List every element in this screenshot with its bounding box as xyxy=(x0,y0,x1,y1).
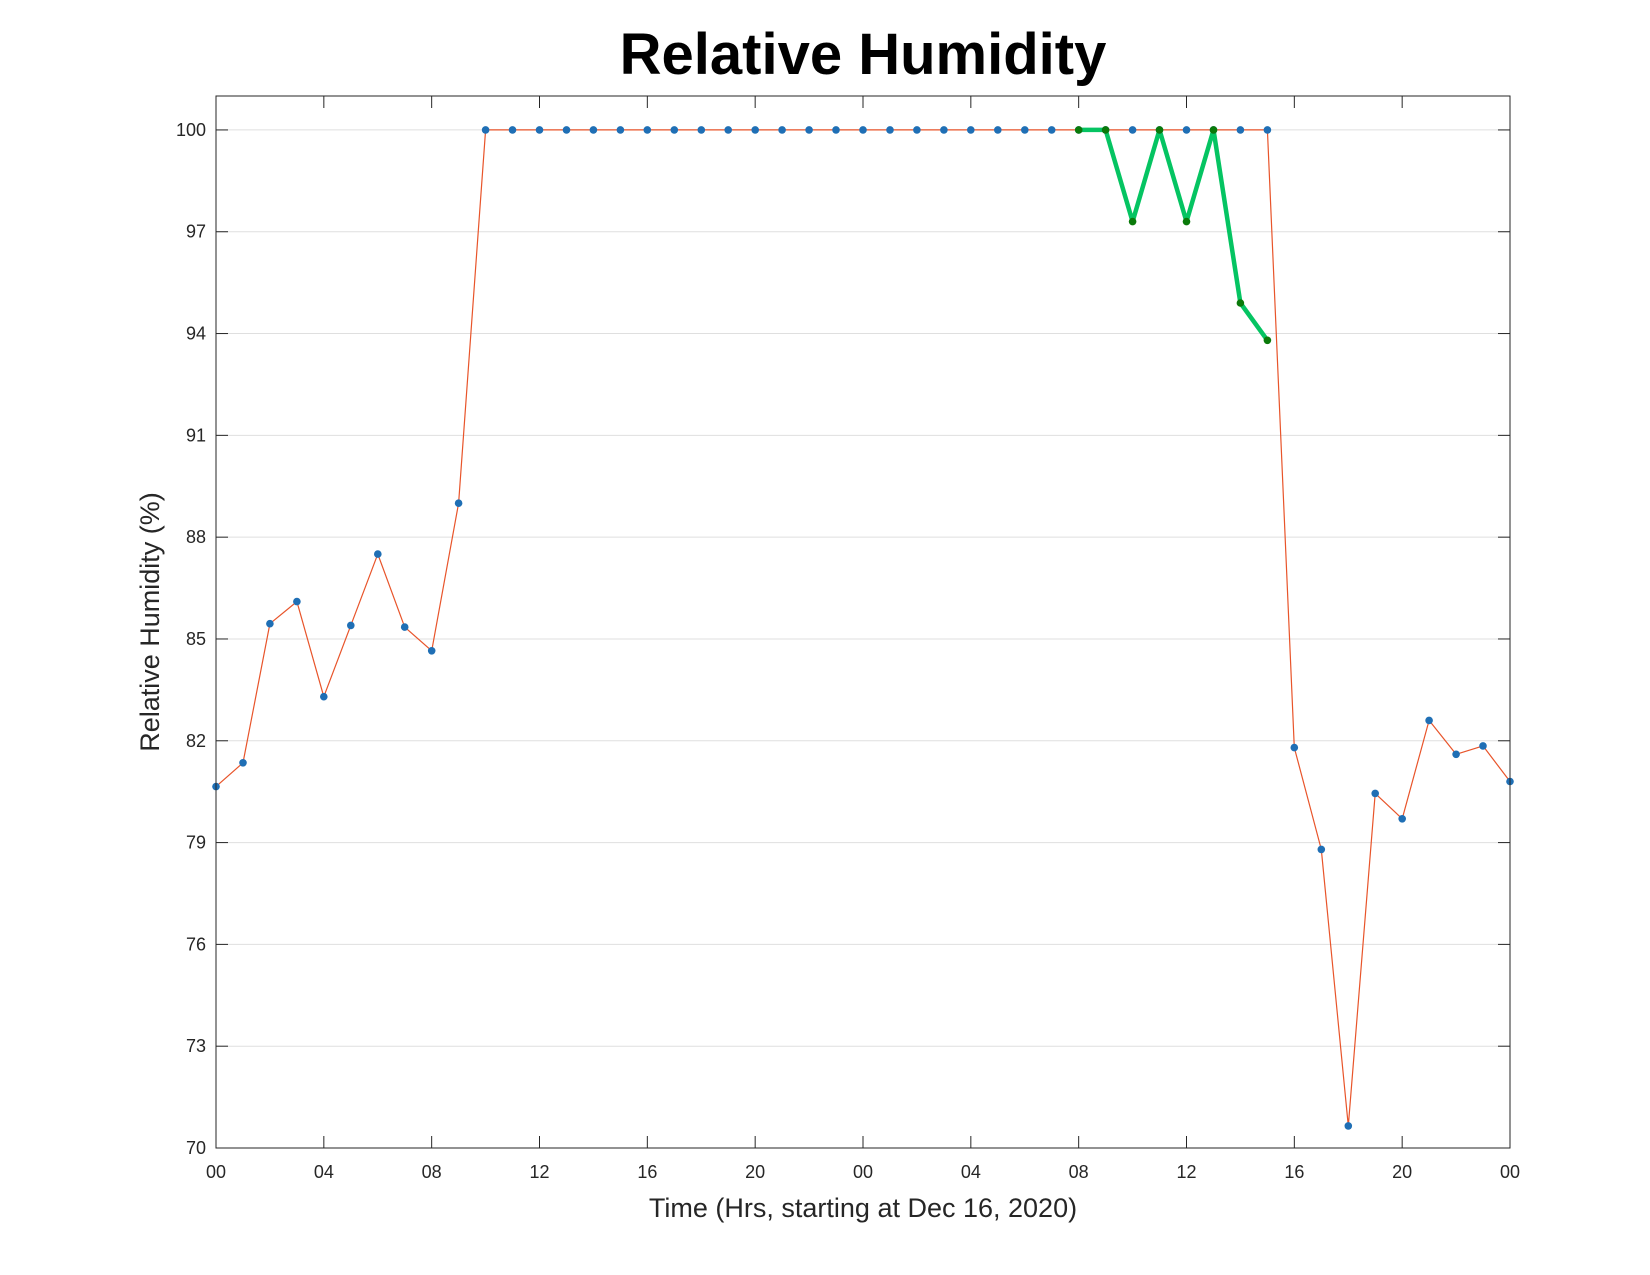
data-point xyxy=(994,126,1002,134)
data-point xyxy=(724,126,732,134)
data-point xyxy=(913,126,921,134)
data-point xyxy=(239,759,247,767)
x-tick-label: 12 xyxy=(1176,1162,1196,1182)
data-point xyxy=(1236,126,1245,134)
x-tick-label: 16 xyxy=(1284,1162,1304,1182)
data-point xyxy=(1452,750,1460,759)
data-point xyxy=(266,619,274,628)
data-point xyxy=(805,126,813,134)
y-tick-label: 73 xyxy=(186,1036,206,1056)
axis-ticks: 70 73 76 79 82 85 88 91 94 97 100 00 04 08 12 16 20 00 04 0… xyxy=(176,96,1520,1182)
data-point xyxy=(940,126,948,134)
y-tick-label: 70 xyxy=(186,1138,206,1158)
x-tick-label: 08 xyxy=(1069,1162,1089,1182)
x-tick-label: 20 xyxy=(745,1162,765,1182)
series-lines xyxy=(215,127,1511,1127)
data-point xyxy=(1371,789,1379,798)
data-point xyxy=(1263,336,1272,345)
data-point xyxy=(1344,1122,1353,1130)
data-point xyxy=(1021,126,1029,134)
data-point xyxy=(427,647,436,655)
data-point xyxy=(1317,845,1326,854)
data-point xyxy=(1182,126,1191,134)
data-point xyxy=(643,126,652,134)
data-point xyxy=(1047,126,1056,134)
data-point xyxy=(886,126,894,134)
data-point xyxy=(1290,743,1299,752)
data-point xyxy=(778,126,786,134)
x-tick-label: 00 xyxy=(206,1162,226,1182)
data-point xyxy=(670,126,679,134)
data-point xyxy=(1155,126,1164,134)
data-point xyxy=(859,126,867,134)
x-tick-label: 16 xyxy=(637,1162,657,1182)
data-point xyxy=(589,126,598,134)
data-point xyxy=(1209,126,1218,134)
data-point xyxy=(1398,815,1406,823)
series-line-1 xyxy=(215,129,1511,1127)
y-tick-label: 91 xyxy=(186,425,206,445)
data-point xyxy=(1236,299,1245,307)
plot-area-frame xyxy=(215,95,1511,1149)
data-point xyxy=(697,126,706,134)
data-point xyxy=(562,126,571,134)
x-tick-label: 20 xyxy=(1392,1162,1412,1182)
y-tick-label: 100 xyxy=(176,120,206,140)
data-point xyxy=(535,126,544,134)
data-point xyxy=(832,126,840,134)
x-tick-label: 08 xyxy=(422,1162,442,1182)
data-point xyxy=(1074,126,1083,134)
x-tick-label: 04 xyxy=(961,1162,981,1182)
y-axis-label: Relative Humidity (%) xyxy=(135,492,165,752)
x-tick-label: 12 xyxy=(529,1162,549,1182)
data-point xyxy=(1128,126,1137,134)
data-point xyxy=(320,692,328,701)
series-line-2 xyxy=(1076,127,1270,343)
data-point xyxy=(751,126,759,134)
data-point xyxy=(347,621,355,630)
x-axis-label: Time (Hrs, starting at Dec 16, 2020) xyxy=(649,1193,1077,1223)
y-tick-label: 79 xyxy=(186,833,206,853)
data-point xyxy=(616,126,625,134)
data-point xyxy=(1182,217,1191,226)
y-tick-label: 82 xyxy=(186,731,206,751)
chart-title: Relative Humidity xyxy=(620,22,1107,87)
data-points xyxy=(212,126,1514,1130)
grid-lines xyxy=(216,129,1510,1149)
y-tick-label: 88 xyxy=(186,527,206,547)
data-point xyxy=(400,623,409,631)
y-tick-label: 97 xyxy=(186,222,206,242)
data-point xyxy=(1263,126,1272,134)
data-point xyxy=(454,499,463,508)
data-point xyxy=(1101,126,1110,134)
data-point xyxy=(481,126,490,134)
y-tick-label: 85 xyxy=(186,629,206,649)
data-point xyxy=(293,597,301,606)
data-point xyxy=(508,126,517,134)
data-point xyxy=(1425,716,1433,725)
x-tick-label: 00 xyxy=(853,1162,873,1182)
data-point xyxy=(967,126,975,134)
y-tick-label: 76 xyxy=(186,934,206,954)
data-point xyxy=(1479,742,1487,750)
x-tick-label: 00 xyxy=(1500,1162,1520,1182)
data-point xyxy=(1128,217,1137,226)
x-tick-label: 04 xyxy=(314,1162,334,1182)
data-point xyxy=(374,550,382,558)
y-tick-label: 94 xyxy=(186,324,206,344)
